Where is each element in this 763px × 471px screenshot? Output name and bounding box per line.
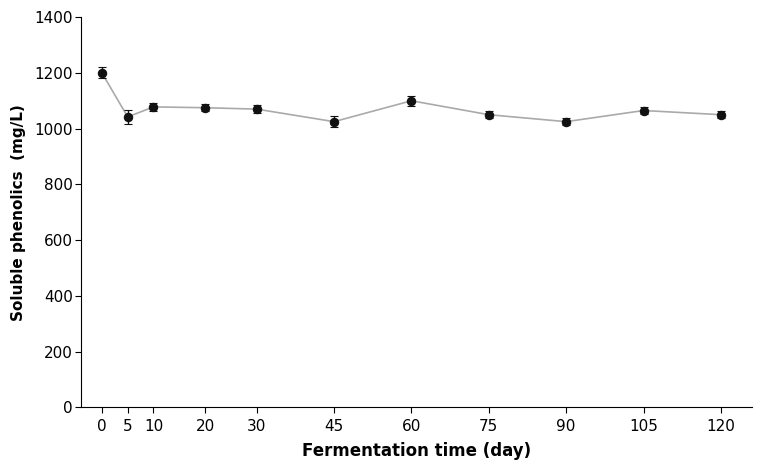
Y-axis label: Soluble phenolics  (mg/L): Soluble phenolics (mg/L) <box>11 104 26 321</box>
X-axis label: Fermentation time (day): Fermentation time (day) <box>302 442 531 460</box>
